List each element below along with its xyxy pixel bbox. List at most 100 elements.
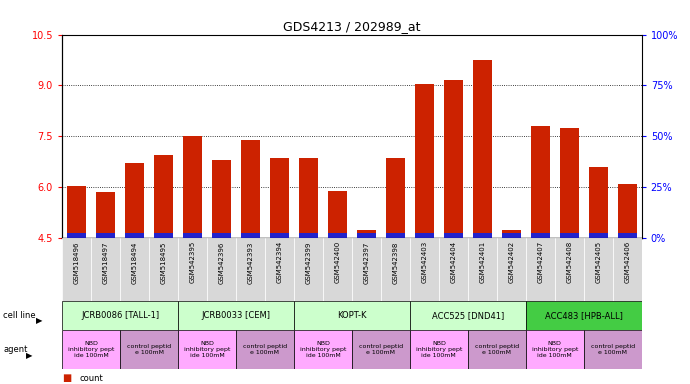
Text: ACC525 [DND41]: ACC525 [DND41] [432, 311, 504, 320]
Text: ▶: ▶ [26, 351, 32, 360]
Bar [120, 330, 178, 369]
Bar [183, 233, 202, 238]
Bar [352, 330, 410, 369]
Text: JCRB0086 [TALL-1]: JCRB0086 [TALL-1] [81, 311, 159, 320]
Text: GSM542403: GSM542403 [422, 241, 427, 283]
Bar [473, 233, 492, 238]
Bar [555, 238, 584, 301]
Bar [183, 136, 202, 238]
Bar [294, 238, 323, 301]
Bar [212, 233, 231, 238]
Text: ACC483 [HPB-ALL]: ACC483 [HPB-ALL] [545, 311, 622, 320]
Bar [178, 301, 294, 330]
Bar [62, 301, 178, 330]
Bar [526, 330, 584, 369]
Text: GSM542394: GSM542394 [277, 241, 282, 283]
Bar [560, 128, 579, 238]
Bar [531, 126, 550, 238]
Bar [415, 84, 434, 238]
Bar [96, 233, 115, 238]
Text: control peptid
e 100mM: control peptid e 100mM [127, 344, 171, 355]
Bar [91, 238, 120, 301]
Bar [386, 233, 405, 238]
Bar [531, 233, 550, 238]
Bar [294, 330, 352, 369]
Bar [439, 238, 468, 301]
Bar [526, 301, 642, 330]
Text: GSM542400: GSM542400 [335, 241, 340, 283]
Bar [62, 238, 91, 301]
Bar [468, 330, 526, 369]
Text: NBD
inhibitory pept
ide 100mM: NBD inhibitory pept ide 100mM [299, 341, 346, 358]
Bar [410, 301, 526, 330]
Text: GSM542408: GSM542408 [566, 241, 572, 283]
Bar [120, 238, 149, 301]
Bar [386, 158, 405, 238]
Text: GSM542401: GSM542401 [480, 241, 485, 283]
Bar [444, 233, 463, 238]
Text: JCRB0033 [CEM]: JCRB0033 [CEM] [201, 311, 270, 320]
Bar [618, 184, 637, 238]
Text: ■: ■ [62, 373, 71, 383]
Text: KOPT-K: KOPT-K [337, 311, 366, 320]
Text: GSM542397: GSM542397 [364, 241, 369, 284]
Bar [410, 238, 439, 301]
Bar [125, 233, 144, 238]
Text: GSM518496: GSM518496 [74, 241, 79, 284]
Title: GDS4213 / 202989_at: GDS4213 / 202989_at [283, 20, 421, 33]
Bar [328, 233, 347, 238]
Text: control peptid
e 100mM: control peptid e 100mM [475, 344, 519, 355]
Bar [62, 330, 120, 369]
Text: cell line: cell line [3, 311, 36, 320]
Bar [352, 238, 381, 301]
Text: GSM542407: GSM542407 [538, 241, 543, 283]
Text: GSM542398: GSM542398 [393, 241, 398, 284]
Bar [154, 155, 173, 238]
Bar [236, 238, 265, 301]
Bar [212, 160, 231, 238]
Text: GSM518494: GSM518494 [132, 241, 137, 284]
Bar [236, 330, 294, 369]
Text: control peptid
e 100mM: control peptid e 100mM [591, 344, 635, 355]
Bar [294, 301, 410, 330]
Text: NBD
inhibitory pept
ide 100mM: NBD inhibitory pept ide 100mM [531, 341, 578, 358]
Text: ▶: ▶ [36, 316, 42, 324]
Bar [265, 238, 294, 301]
Bar [154, 233, 173, 238]
Bar [468, 238, 497, 301]
Text: GSM542395: GSM542395 [190, 241, 195, 283]
Text: control peptid
e 100mM: control peptid e 100mM [243, 344, 287, 355]
Text: GSM518497: GSM518497 [103, 241, 108, 284]
Text: GSM542405: GSM542405 [595, 241, 601, 283]
Bar [410, 330, 468, 369]
Bar [178, 238, 207, 301]
Bar [357, 230, 376, 238]
Text: GSM542393: GSM542393 [248, 241, 253, 284]
Bar [328, 190, 347, 238]
Bar [589, 233, 608, 238]
Bar [241, 140, 260, 238]
Bar [207, 238, 236, 301]
Text: GSM542402: GSM542402 [509, 241, 514, 283]
Bar [444, 80, 463, 238]
Bar [589, 167, 608, 238]
Bar [67, 185, 86, 238]
Bar [618, 233, 637, 238]
Text: agent: agent [3, 345, 28, 354]
Bar [96, 192, 115, 238]
Bar [67, 233, 86, 238]
Text: NBD
inhibitory pept
ide 100mM: NBD inhibitory pept ide 100mM [415, 341, 462, 358]
Bar [299, 158, 318, 238]
Bar [270, 158, 289, 238]
Text: GSM542406: GSM542406 [624, 241, 630, 283]
Bar [149, 238, 178, 301]
Bar [415, 233, 434, 238]
Bar [323, 238, 352, 301]
Bar [178, 330, 236, 369]
Bar [241, 233, 260, 238]
Bar [584, 238, 613, 301]
Text: count: count [79, 374, 103, 383]
Text: GSM518495: GSM518495 [161, 241, 166, 284]
Text: GSM542399: GSM542399 [306, 241, 311, 284]
Text: GSM542396: GSM542396 [219, 241, 224, 284]
